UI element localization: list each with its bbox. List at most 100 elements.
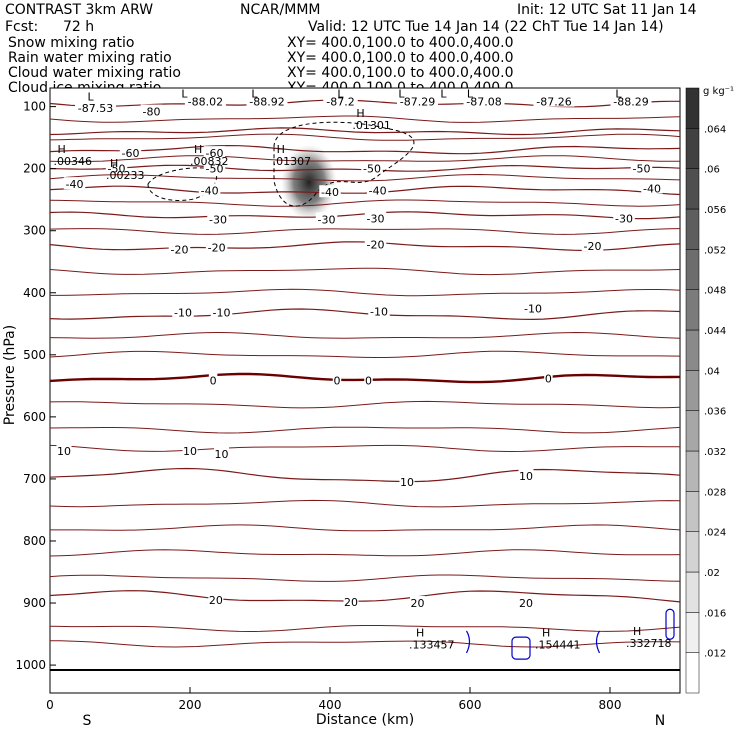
contour-label: 0: [334, 374, 341, 387]
contour-label: -10: [370, 305, 388, 318]
cloud-water-max-label: .133457: [409, 638, 455, 651]
contour-label: -50: [633, 163, 651, 176]
isotherm-minor: [50, 288, 681, 297]
isotherm-minor: [49, 199, 681, 207]
colorbar-label: .032: [704, 447, 726, 458]
valid-time: Valid: 12 UTC Tue 14 Jan 14 (22 ChT Tue …: [308, 19, 664, 35]
snow-shading: [281, 144, 337, 221]
colorbar-unit: g kg⁻¹: [703, 86, 734, 97]
isotherm--40: [49, 185, 681, 196]
snow-max-h: H: [356, 107, 364, 120]
isotherm-minor: [50, 524, 681, 532]
cloud-water-contour: [665, 608, 675, 640]
contour-label: -10: [174, 307, 192, 320]
contour-label: -87.26: [536, 96, 571, 109]
contour-label-bg: [208, 592, 224, 605]
contour-label-bg: [203, 161, 226, 174]
isotherm-minor: [49, 499, 681, 508]
isotherm-minor: [49, 115, 681, 123]
colorbar-bin: [685, 289, 700, 331]
x-tick-label: 0: [46, 698, 54, 712]
isotherm-minor: [49, 574, 681, 582]
cloud-water-contours: [465, 608, 675, 660]
colorbar-label: .048: [704, 286, 726, 297]
field-xy: XY= 400.0,100.0 to 400.0,400.0: [287, 35, 514, 51]
y-tick-label: 100: [23, 100, 46, 114]
contour-label: 20: [411, 597, 425, 610]
contour-label: -50: [108, 163, 126, 176]
snow-max-h: H: [58, 143, 66, 156]
isotherm-minor: [49, 331, 681, 339]
colorbar-bin: [685, 168, 700, 210]
contour-label: -40: [201, 184, 219, 197]
low-marker: L: [251, 87, 258, 100]
colorbar-label: .02: [704, 568, 720, 579]
isotherm--70: [49, 127, 681, 136]
contour-label-bg: [168, 242, 191, 255]
contour-label: -87.08: [466, 96, 501, 109]
contour-label: -87.2: [326, 96, 354, 109]
contour-label: 20: [209, 594, 223, 607]
fcst-label: Fcst:: [5, 19, 38, 35]
colorbar-bin: [685, 128, 700, 169]
contour-label-bg: [630, 161, 653, 174]
contour-label-bg: [399, 475, 415, 488]
contour-label: -40: [643, 183, 661, 196]
isotherm-minor: [49, 267, 681, 276]
contour-label-bg: [544, 371, 553, 384]
contour-label-bg: [361, 161, 383, 174]
y-tick-label: 600: [23, 410, 46, 424]
contour-label: -80: [143, 106, 161, 119]
isotherm-minor: [49, 444, 680, 453]
colorbar-bin: [685, 612, 700, 653]
contour-label: -60: [122, 147, 140, 160]
colorbar-bin: [685, 208, 700, 250]
contour-label-bg: [610, 94, 652, 107]
contour-label-bg: [75, 100, 116, 113]
snow-max-label: .00832: [190, 155, 229, 168]
contour-label-bg: [119, 146, 142, 159]
isotherm-minor: [49, 625, 681, 633]
cloud-water-max-h: H: [542, 626, 550, 639]
colorbar-bin: [685, 531, 700, 573]
contour-label: 20: [344, 596, 358, 609]
init-time: Init: 12 UTC Sat 11 Jan 14: [517, 2, 697, 18]
x-tick-label: 200: [179, 698, 202, 712]
contour-label-bg: [410, 596, 425, 609]
axes: 0 200 400 600 800100200300400500600700800900…: [15, 100, 621, 712]
colorbar-label: .064: [704, 124, 726, 135]
cloud-water-contour: [465, 630, 471, 654]
colorbar-label: .028: [704, 487, 726, 498]
contour-label-bg: [518, 596, 534, 609]
contour-label: 0: [365, 374, 372, 387]
field-name: Snow mixing ratio: [8, 35, 134, 51]
y-tick-label: 200: [23, 162, 46, 176]
isotherm-minor: [49, 350, 681, 358]
contour-label: -20: [208, 241, 226, 254]
contour-label: -10: [213, 307, 231, 320]
low-marker: L: [88, 90, 95, 103]
contour-label: 10: [57, 445, 71, 458]
contour-label: 10: [215, 448, 229, 461]
colorbar-bin: [685, 491, 700, 532]
isotherm-minor: [49, 549, 681, 557]
colorbar-label: .024: [704, 528, 726, 539]
low-marker: L: [440, 87, 447, 100]
snow-max-h: H: [110, 157, 118, 170]
isotherm-10: [49, 467, 681, 483]
snow-max-shading: [281, 144, 337, 221]
contour-label-bg: [581, 239, 604, 252]
isotherm-minor: [49, 228, 681, 235]
colorbar-label: .056: [704, 205, 726, 216]
contour-label: -87.53: [78, 102, 113, 115]
cloud-water-max-label: .154441: [535, 638, 581, 651]
contour-label: -87.29: [400, 96, 435, 109]
contour-label: -88.29: [613, 96, 648, 109]
contour-label: 0: [210, 374, 217, 387]
x-tick-label: 600: [459, 698, 482, 712]
isotherm--60: [49, 144, 681, 155]
colorbar-bin: [685, 370, 700, 411]
y-tick-label: 400: [23, 286, 46, 300]
contour-label: -88.02: [188, 96, 223, 109]
